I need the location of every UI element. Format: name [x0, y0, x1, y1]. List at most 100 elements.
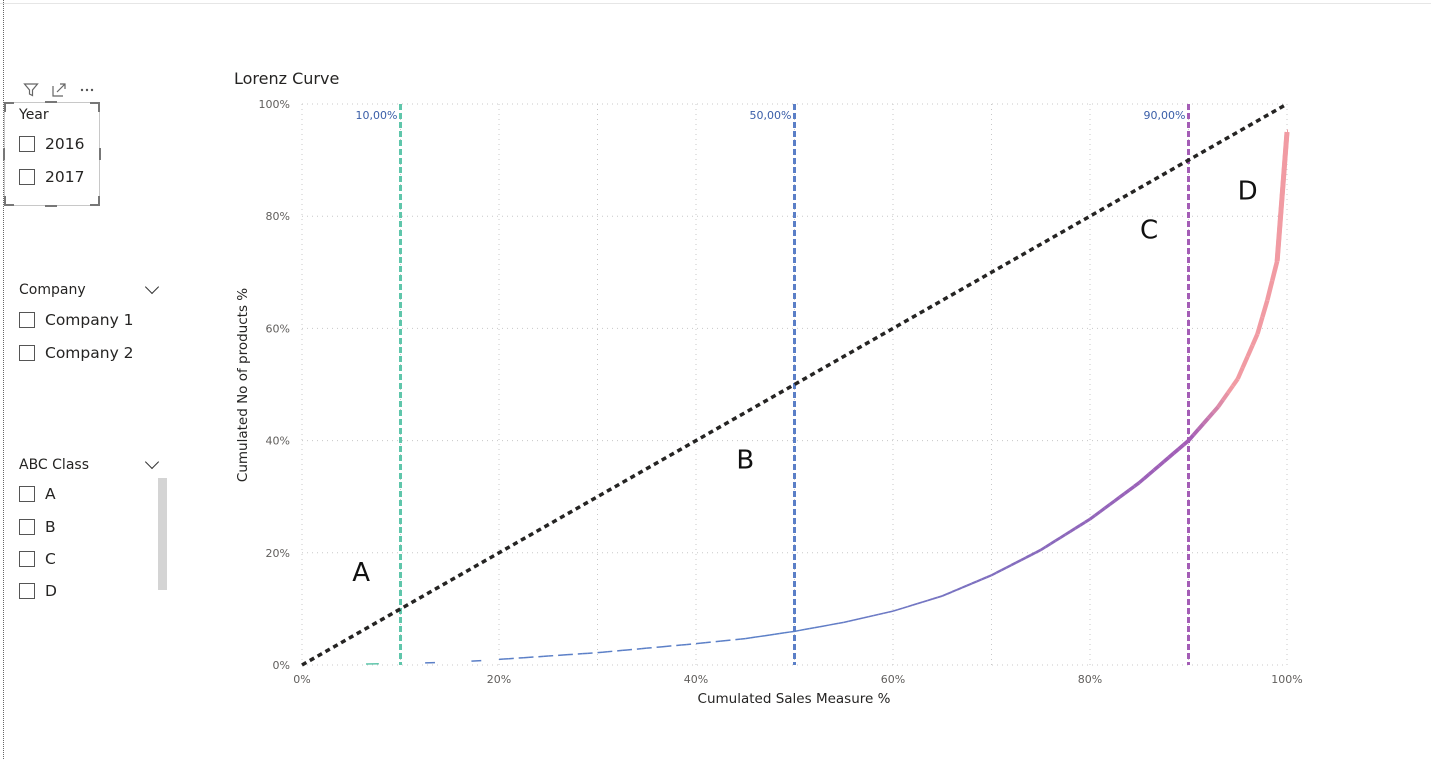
curve-segment: [1064, 530, 1072, 536]
y-tick-label: 80%: [266, 210, 290, 223]
curve-segment: [990, 571, 997, 577]
curve-segment: [897, 607, 904, 611]
curve-segment: [1221, 391, 1230, 402]
curve-segment: [720, 639, 726, 642]
y-axis-label: Cumulated No of products %: [235, 288, 251, 482]
curve-segment: [878, 612, 884, 616]
curve-segment: [1275, 235, 1282, 249]
item-label: B: [45, 518, 56, 536]
company-item-1[interactable]: Company 1: [19, 309, 134, 331]
checkbox[interactable]: [19, 583, 35, 599]
curve-segment: [715, 640, 721, 643]
curve-segment: [971, 580, 978, 585]
checkbox[interactable]: [19, 312, 35, 328]
curve-segment: [956, 586, 963, 591]
curve-segment: [1216, 398, 1225, 409]
curve-segment: [1277, 209, 1284, 223]
curve-segment: [917, 601, 923, 605]
curve-segment: [961, 584, 968, 589]
curve-segment: [882, 611, 889, 615]
checkbox[interactable]: [19, 136, 35, 152]
curve-segment: [1282, 144, 1289, 159]
abc-item-d[interactable]: D: [19, 580, 57, 602]
curve-segment: [1206, 411, 1215, 420]
reference-lines: 10,00% 50,00% 90,00%: [356, 104, 1190, 665]
curve-segment: [769, 633, 775, 636]
abc-item-b[interactable]: B: [19, 516, 56, 538]
canvas-border: [3, 0, 5, 759]
curve-segment: [754, 635, 761, 638]
curve-segment: [814, 626, 820, 629]
curve-segment: [1044, 542, 1052, 549]
curve-segment: [779, 632, 785, 635]
abc-class-slicer: ABC Class A B C D: [19, 454, 164, 607]
checkbox[interactable]: [19, 345, 35, 361]
year-slicer-frame[interactable]: [3, 101, 101, 207]
curve-segment: [976, 578, 983, 583]
company-slicer-title: Company: [19, 282, 86, 298]
curve-segment: [1187, 433, 1195, 442]
zone-label: D: [1238, 176, 1258, 206]
slicer-scrollbar[interactable]: [158, 478, 167, 590]
abc-item-a[interactable]: A: [19, 483, 56, 505]
checkbox[interactable]: [19, 169, 35, 185]
curve-segment: [1201, 416, 1210, 426]
checkbox[interactable]: [19, 486, 35, 502]
filter-icon[interactable]: [23, 82, 39, 98]
more-options-icon[interactable]: [79, 82, 95, 98]
curve-segment: [1182, 439, 1190, 447]
curve-segment: [951, 588, 958, 593]
curve-segment: [799, 628, 805, 632]
curve-segment: [784, 631, 790, 634]
curve-segment: [1147, 468, 1156, 476]
curve-segment: [887, 610, 894, 613]
curve-segment: [932, 596, 938, 600]
abc-item-c[interactable]: C: [19, 548, 56, 570]
curve-segment: [1274, 247, 1281, 262]
item-label: D: [45, 582, 57, 600]
checkbox[interactable]: [19, 551, 35, 567]
curve-segment: [745, 637, 751, 640]
curve-segment: [764, 634, 770, 637]
item-label: Company 1: [45, 311, 134, 329]
year-item-2016[interactable]: 2016: [19, 133, 84, 155]
curve-segment: [1270, 260, 1280, 282]
top-divider: [0, 3, 1431, 4]
curve-segment: [1191, 428, 1200, 437]
curve-segment: [1030, 551, 1037, 557]
x-axis-label: Cumulated Sales Measure %: [698, 691, 891, 707]
curve-segment: [1245, 344, 1255, 358]
reference-line-label: 10,00%: [356, 109, 398, 122]
year-item-2017[interactable]: 2017: [19, 166, 84, 188]
curve-segment: [843, 620, 849, 624]
y-tick-label: 100%: [259, 98, 290, 111]
curve-segment: [1279, 183, 1286, 197]
item-label: A: [45, 485, 56, 503]
zone-labels: A B C D: [352, 176, 1257, 587]
curve-segment: [1211, 405, 1220, 414]
focus-mode-icon[interactable]: [51, 82, 67, 98]
curve-segment: [1010, 561, 1017, 567]
curve-segment: [1138, 477, 1146, 485]
curve-segment: [853, 618, 859, 621]
curve-segment: [848, 619, 854, 622]
curve-segment: [1235, 366, 1245, 380]
curve-segment: [750, 636, 756, 639]
x-tick-label: 40%: [684, 673, 708, 686]
curve-segment: [1084, 517, 1091, 524]
checkbox[interactable]: [19, 519, 35, 535]
y-tick-label: 0%: [273, 659, 290, 672]
curve-segment: [1280, 170, 1287, 184]
curve-segment: [1167, 451, 1175, 459]
curve-segment: [1103, 503, 1111, 510]
curve-segment: [1059, 533, 1067, 539]
curve-segment: [1040, 545, 1047, 552]
curve-segment: [1281, 157, 1288, 171]
curve-segment: [1118, 492, 1126, 499]
curve-segment: [1069, 527, 1077, 533]
curve-segment: [828, 623, 835, 626]
curve-segment: [740, 637, 746, 640]
company-item-2[interactable]: Company 2: [19, 342, 134, 364]
curve-segment: [981, 576, 988, 581]
